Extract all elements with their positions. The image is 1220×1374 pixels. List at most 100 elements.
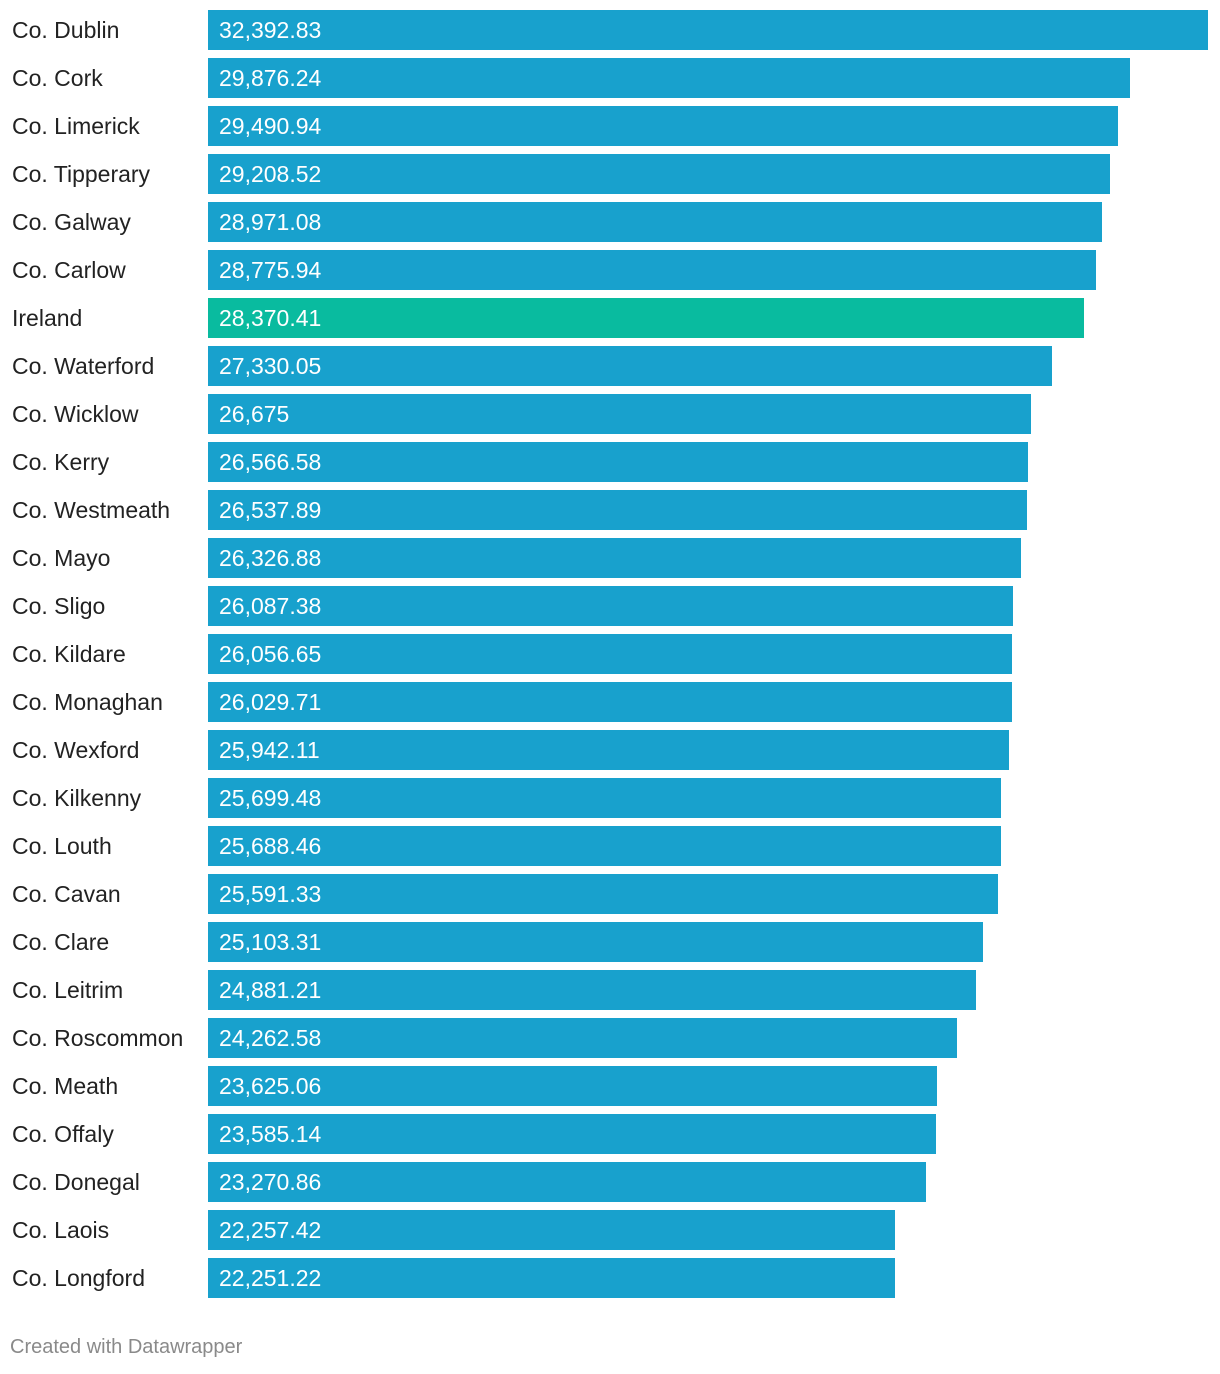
bar-row: Co. Cork 29,876.24 [0,58,1220,98]
value-label: 25,942.11 [219,737,320,763]
category-label: Co. Longford [12,1265,145,1291]
bar-row: Co. Longford 22,251.22 [0,1258,1220,1298]
bar-row: Co. Donegal 23,270.86 [0,1162,1220,1202]
value-label: 23,625.06 [219,1073,322,1099]
bar-row: Co. Tipperary 29,208.52 [0,154,1220,194]
bar [208,106,1118,146]
value-label: 32,392.83 [219,17,322,43]
bar-row: Co. Kilkenny 25,699.48 [0,778,1220,818]
bar [208,1018,957,1058]
value-label: 28,971.08 [219,209,322,235]
bar-row: Co. Meath 23,625.06 [0,1066,1220,1106]
bar-row: Co. Mayo 26,326.88 [0,538,1220,578]
value-label: 27,330.05 [219,353,322,379]
bar-row: Co. Offaly 23,585.14 [0,1114,1220,1154]
bar-row: Co. Wicklow 26,675 [0,394,1220,434]
bar [208,154,1110,194]
value-label: 28,775.94 [219,257,322,283]
value-label: 26,029.71 [219,689,322,715]
value-label: 29,876.24 [219,65,322,91]
bar-row: Co. Waterford 27,330.05 [0,346,1220,386]
bar [208,250,1096,290]
bar-chart: Co. Dublin 32,392.83 Co. Cork 29,876.24 Co. … [0,10,1220,1298]
value-label: 22,257.42 [219,1217,322,1243]
category-label: Co. Kildare [12,641,126,667]
value-label: 26,675 [219,401,290,427]
bar-row: Co. Dublin 32,392.83 [0,10,1220,50]
bar [208,298,1084,338]
datawrapper-credit: Created with Datawrapper [10,1336,243,1358]
bar [208,442,1028,482]
bar [208,394,1031,434]
category-label: Co. Offaly [12,1121,114,1147]
category-label: Co. Mayo [12,545,111,571]
value-label: 26,087.38 [219,593,322,619]
value-label: 24,881.21 [219,977,322,1003]
bar [208,202,1102,242]
category-label: Ireland [12,305,83,331]
bar [208,586,1013,626]
bar [208,346,1052,386]
value-label: 26,566.58 [219,449,322,475]
bar [208,1258,895,1298]
value-label: 23,270.86 [219,1169,322,1195]
bar-row: Co. Sligo 26,087.38 [0,586,1220,626]
value-label: 29,490.94 [219,113,322,139]
bar-row: Co. Kildare 26,056.65 [0,634,1220,674]
bar-row: Co. Clare 25,103.31 [0,922,1220,962]
category-label: Co. Kerry [12,449,110,475]
value-label: 26,326.88 [219,545,322,571]
category-label: Co. Cavan [12,881,121,907]
value-label: 23,585.14 [219,1121,322,1147]
bar [208,682,1012,722]
category-label: Co. Galway [12,209,131,235]
value-label: 25,699.48 [219,785,322,811]
bar-row: Co. Louth 25,688.46 [0,826,1220,866]
bar-row: Co. Roscommon 24,262.58 [0,1018,1220,1058]
value-label: 29,208.52 [219,161,322,187]
bar [208,10,1208,50]
bar [208,874,998,914]
value-label: 26,537.89 [219,497,322,523]
category-label: Co. Meath [12,1073,119,1099]
bar-row: Co. Laois 22,257.42 [0,1210,1220,1250]
category-label: Co. Kilkenny [12,785,142,811]
bar-row: Co. Galway 28,971.08 [0,202,1220,242]
bar-row: Co. Monaghan 26,029.71 [0,682,1220,722]
bar [208,778,1001,818]
bar [208,1210,895,1250]
category-label: Co. Westmeath [12,497,171,523]
value-label: 28,370.41 [219,305,322,331]
category-label: Co. Clare [12,929,110,955]
bar [208,1066,937,1106]
category-label: Co. Laois [12,1217,110,1243]
bar [208,1114,936,1154]
category-label: Co. Louth [12,833,112,859]
bar-row: Co. Limerick 29,490.94 [0,106,1220,146]
bar [208,1162,926,1202]
category-label: Co. Roscommon [12,1025,184,1051]
category-label: Co. Tipperary [12,161,151,187]
category-label: Co. Waterford [12,353,155,379]
bar-row: Co. Westmeath 26,537.89 [0,490,1220,530]
category-label: Co. Wicklow [12,401,139,427]
bar [208,922,983,962]
bar [208,538,1021,578]
category-label: Co. Donegal [12,1169,140,1195]
bar-row: Co. Cavan 25,591.33 [0,874,1220,914]
category-label: Co. Leitrim [12,977,124,1003]
bar [208,970,976,1010]
value-label: 22,251.22 [219,1265,322,1291]
bar [208,730,1009,770]
bar [208,826,1001,866]
bar [208,490,1027,530]
bar [208,58,1130,98]
bar-row: Co. Kerry 26,566.58 [0,442,1220,482]
value-label: 26,056.65 [219,641,322,667]
value-label: 24,262.58 [219,1025,322,1051]
category-label: Co. Wexford [12,737,140,763]
bar-row: Co. Carlow 28,775.94 [0,250,1220,290]
bar [208,634,1012,674]
value-label: 25,688.46 [219,833,322,859]
category-label: Co. Dublin [12,17,120,43]
